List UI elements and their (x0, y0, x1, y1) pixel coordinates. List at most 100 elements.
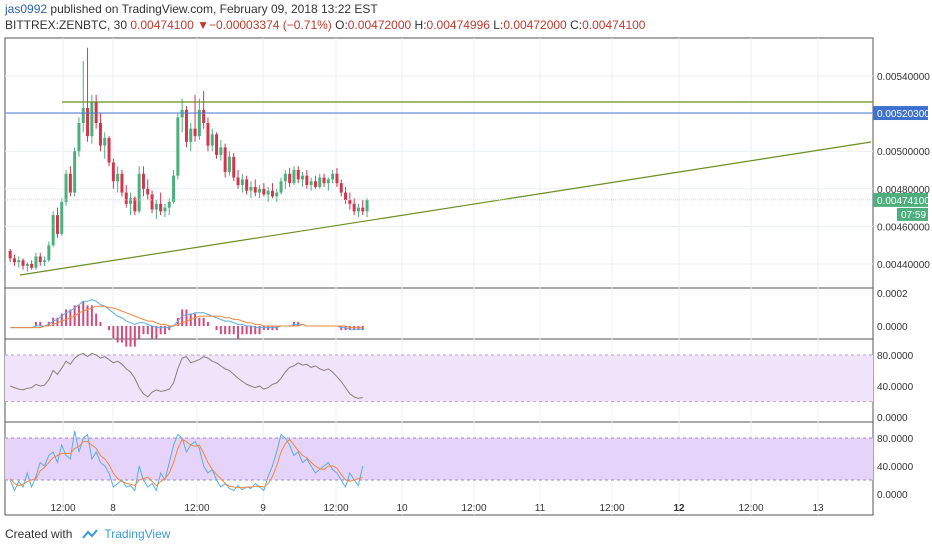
x-tick-label: 12:00 (461, 503, 486, 514)
candle-body (180, 109, 184, 118)
candle-body (17, 260, 21, 263)
candle-body (262, 188, 266, 195)
x-tick-label: 12:00 (323, 503, 348, 514)
x-tick-label: 8 (110, 503, 116, 514)
x-tick-label: 12:00 (50, 503, 75, 514)
price-tick-label: 0.00440000 (877, 260, 930, 271)
candle-body (288, 173, 292, 184)
down-arrow-icon: ▼ (197, 18, 210, 32)
candle-body (77, 123, 81, 152)
publish-text: published on TradingView.com, February 0… (50, 2, 378, 16)
rsi-tick-label: 40.0000 (877, 382, 914, 393)
author-link[interactable]: jas0992 (5, 2, 48, 16)
symbol-legend: BITTREX:ZENBTC, 30 0.00474100 ▼−0.000033… (5, 18, 645, 32)
candle-body (309, 181, 313, 186)
last-price-text: 0.00474100 (877, 196, 930, 207)
candle-body (249, 186, 253, 191)
candle-body (266, 190, 270, 195)
candle-body (352, 203, 356, 212)
close-label: C: (570, 18, 583, 32)
rsi-band (5, 355, 873, 402)
hline-price-badge (873, 106, 928, 121)
high-label: H: (414, 18, 427, 32)
stoch-d-line (9, 438, 363, 489)
candle-body (51, 215, 55, 246)
signal-line (10, 305, 363, 329)
price-tick-label: 0.00540000 (877, 72, 930, 83)
candle-body (361, 207, 365, 212)
candles-group (8, 47, 369, 272)
candle-body (202, 109, 206, 123)
candle-body (73, 151, 77, 193)
candle-body (210, 134, 214, 146)
candle-body (60, 201, 64, 234)
candle-body (365, 200, 369, 212)
candle-body (189, 128, 193, 142)
candle-body (47, 245, 51, 261)
candle-body (176, 117, 180, 176)
candle-body (335, 173, 339, 184)
candle-body (313, 181, 317, 187)
candle-body (232, 156, 236, 178)
candle-body (283, 173, 287, 182)
x-tick-label: 9 (260, 503, 266, 514)
candle-body (167, 201, 171, 208)
candle-body (197, 109, 201, 137)
candle-body (129, 198, 133, 204)
candle-body (301, 175, 305, 180)
stoch-k-line (9, 430, 364, 492)
candle-body (64, 173, 68, 202)
candle-body (159, 203, 163, 212)
candle-body (98, 123, 102, 146)
candle-body (30, 264, 34, 268)
candle-body (116, 173, 120, 182)
publish-info: jas0992 published on TradingView.com, Fe… (5, 2, 378, 16)
stoch-tick-label: 80.0000 (877, 434, 914, 445)
candle-body (326, 179, 330, 184)
candle-body (90, 102, 94, 137)
rsi-tick-label: 80.0000 (877, 351, 914, 362)
tradingview-cloud-icon (82, 529, 99, 539)
macd-tick-label: 0.0002 (877, 289, 908, 300)
candle-body (227, 156, 231, 172)
chart-frame (4, 37, 874, 516)
candle-body (322, 177, 326, 184)
candle-body (172, 175, 176, 202)
candle-body (8, 250, 12, 259)
candle-body (253, 186, 257, 193)
candle-body (219, 147, 223, 155)
price-tick-label: 0.00480000 (877, 185, 930, 196)
candle-body (223, 147, 227, 172)
candle-body (240, 179, 244, 186)
candle-body (43, 260, 47, 263)
footer: Created with TradingView (5, 527, 170, 541)
x-tick-label: 12:00 (738, 503, 763, 514)
candle-body (103, 138, 107, 146)
rsi-line (10, 352, 363, 399)
candle-body (270, 190, 274, 197)
candle-body (275, 192, 279, 197)
candle-body (279, 181, 283, 193)
x-tick-label: 12:00 (184, 503, 209, 514)
open-label: O: (335, 18, 348, 32)
candle-body (292, 170, 296, 184)
tradingview-brand[interactable]: TradingView (104, 527, 171, 541)
candle-body (154, 203, 158, 210)
candle-body (236, 177, 240, 186)
countdown-text: 07:59 (901, 210, 926, 221)
low-label: L: (493, 18, 504, 32)
countdown-badge (897, 207, 928, 221)
open-value: 0.00472000 (347, 18, 412, 32)
candle-body (25, 264, 29, 266)
candle-body (107, 138, 111, 163)
candle-body (120, 173, 124, 193)
candle-body (68, 173, 72, 193)
stoch-tick-label: 0.0000 (877, 490, 908, 501)
candle-body (21, 260, 25, 266)
x-tick-label: 13 (812, 503, 824, 514)
symbol-name: BITTREX:ZENBTC, 30 (5, 18, 128, 32)
price-change: −0.00003374 (−0.71%) (209, 18, 332, 32)
candle-body (258, 188, 262, 193)
last-price-badge (873, 192, 928, 207)
